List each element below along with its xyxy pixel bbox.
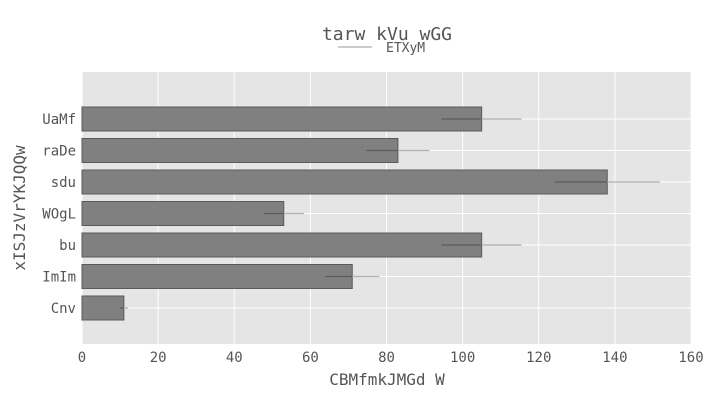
y-tick-label: UaMf — [42, 112, 76, 128]
y-axis-label: xISJzVrYKJQQw — [10, 145, 29, 271]
y-tick-label: WOgL — [42, 207, 76, 223]
x-tick-label: 80 — [378, 350, 395, 366]
bar — [81, 106, 483, 132]
error-bars — [119, 118, 660, 309]
bar — [81, 169, 608, 195]
x-tick-label: 160 — [678, 350, 703, 366]
chart-title: tarw kVu wGG — [322, 24, 452, 45]
legend: ETXyM — [338, 41, 425, 56]
bar — [81, 138, 399, 163]
bar — [81, 201, 285, 226]
y-tick-label: raDe — [42, 144, 76, 160]
bar — [81, 264, 353, 289]
x-tick-label: 0 — [78, 350, 86, 366]
x-tick-label: 60 — [302, 350, 319, 366]
y-tick-label: bu — [59, 238, 76, 254]
bar — [81, 232, 483, 258]
x-tick-label: 100 — [450, 350, 475, 366]
x-tick-label: 120 — [526, 350, 551, 366]
x-tick-label: 140 — [602, 350, 627, 366]
x-tick-label: 40 — [226, 350, 243, 366]
x-axis-label: CBMfmkJMGd W — [329, 370, 445, 389]
bar — [81, 295, 125, 321]
y-tick-labels: UaMf raDe sdu WOgL bu ImIm Cnv — [42, 112, 76, 317]
bars — [81, 106, 608, 321]
legend-label: ETXyM — [386, 41, 425, 56]
x-tick-labels: 0 20 40 60 80 100 120 140 160 — [78, 350, 704, 366]
y-tick-label: Cnv — [51, 301, 76, 317]
y-tick-label: sdu — [51, 175, 76, 191]
y-tick-label: ImIm — [42, 270, 76, 286]
x-tick-label: 20 — [150, 350, 167, 366]
